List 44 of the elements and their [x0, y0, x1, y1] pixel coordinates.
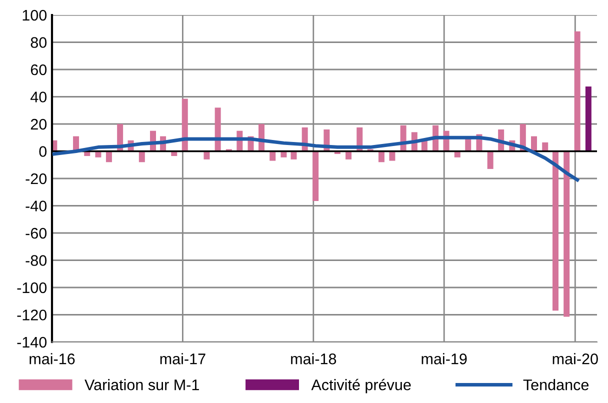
bar	[531, 136, 538, 152]
bar	[542, 142, 548, 152]
y-tick-label: 80	[30, 37, 47, 48]
y-tick-label: 100	[22, 10, 47, 21]
x-tick-label: mai-16	[30, 353, 75, 364]
legend-label: Variation sur M-1	[84, 379, 199, 390]
bar	[214, 108, 221, 152]
bar	[182, 98, 188, 152]
bar	[270, 151, 276, 161]
bar	[290, 151, 297, 160]
x-tick-label: mai-17	[160, 353, 206, 364]
bar	[564, 151, 570, 317]
y-tick-label: 0	[39, 146, 47, 157]
x-tick-label: mai-20	[552, 353, 598, 364]
bar	[204, 151, 210, 160]
bar	[454, 151, 460, 158]
bar	[346, 151, 352, 160]
y-tick-label: -20	[26, 173, 47, 184]
legend-label: Tendance	[523, 379, 589, 390]
bar	[389, 151, 396, 161]
bar	[138, 151, 145, 162]
legend-label: Activité prévue	[311, 378, 411, 394]
bar	[552, 151, 558, 311]
y-tick-label: -140	[17, 336, 47, 348]
y-tick-label: -80	[26, 255, 47, 266]
bar	[585, 86, 592, 152]
bar	[280, 151, 287, 158]
y-tick-label: -100	[17, 282, 47, 294]
x-tick-label: mai-18	[291, 353, 336, 364]
bar	[378, 151, 384, 162]
bar	[95, 151, 102, 158]
y-tick-label: 40	[30, 92, 47, 102]
y-tick-label: -40	[26, 200, 47, 212]
y-tick-label: -60	[26, 228, 47, 239]
bar	[487, 151, 494, 169]
line-series	[52, 136, 580, 182]
y-tick-label: 20	[30, 118, 47, 130]
bar	[106, 151, 112, 162]
bar	[465, 138, 472, 152]
y-tick-label: -120	[17, 310, 47, 320]
x-tick-label: mai-19	[422, 353, 467, 364]
bar	[312, 151, 319, 201]
y-tick-label: 60	[30, 64, 47, 76]
bar	[574, 31, 580, 152]
